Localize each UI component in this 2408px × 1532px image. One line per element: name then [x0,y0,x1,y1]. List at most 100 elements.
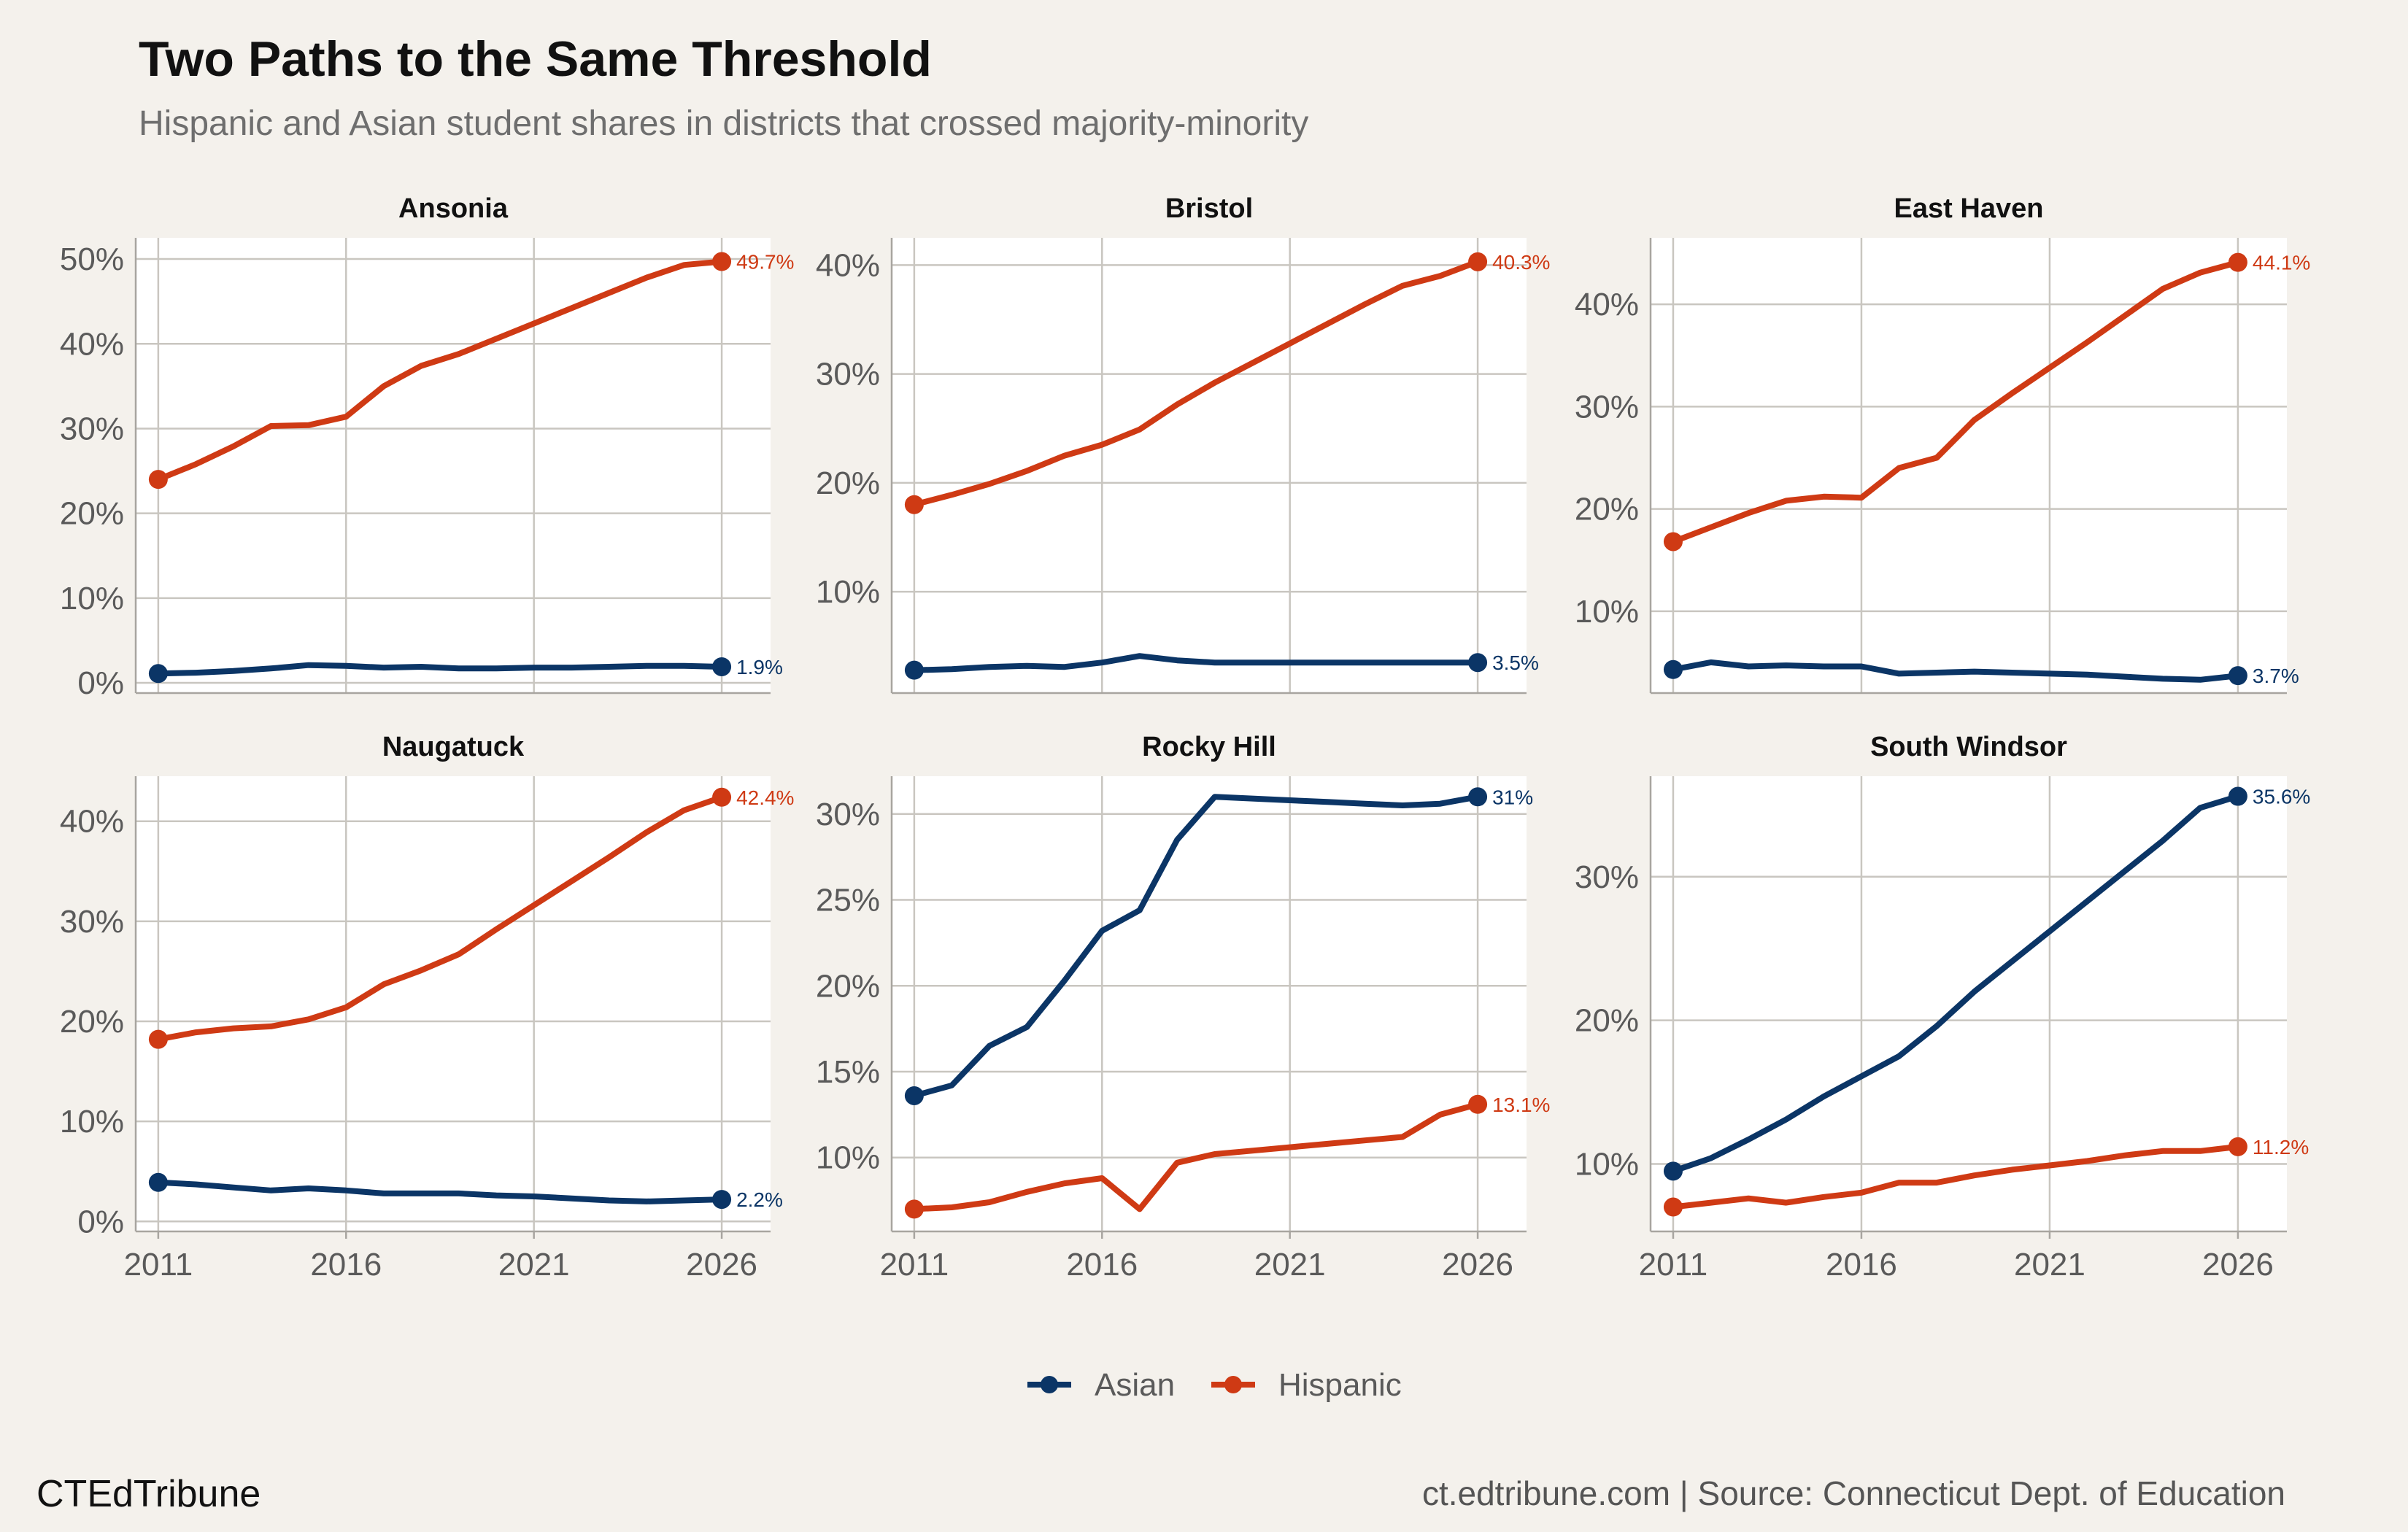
y-tick-label: 50% [60,241,124,277]
series-line-hispanic [911,1101,1481,1212]
y-tick-label: 25% [816,883,880,918]
panel-rocky-hill: 10% 15% 20% 25% 30% 2011 2016 2021 2026 Rocky Hil… [816,732,1551,1283]
y-tick-label: 40% [60,804,124,840]
end-value-label: 40.3% [1492,251,1550,274]
panel-title: Ansonia [398,193,509,224]
panel-bristol: 10% 20% 30% 40% Bristol 40.3% 3.5% [816,193,1550,695]
x-tick-label: 2026 [2202,1247,2274,1283]
panel-south-windsor: 10% 20% 30% 2011 2016 2021 2026 South Windsor 35… [1575,732,2310,1283]
end-value-label: 31% [1492,786,1533,808]
panel-background [1651,238,2287,693]
series-line-asian [911,653,1481,673]
end-point-hispanic [2228,1137,2247,1156]
y-tick-label: 20% [1575,492,1639,527]
start-point-asian [904,660,924,680]
end-point-hispanic [2228,252,2247,272]
end-value-label: 44.1% [2253,252,2310,274]
y-tick-label: 30% [816,357,880,392]
end-value-label: 2.2% [736,1188,783,1211]
start-point-asian [1663,659,1683,679]
y-tick-label: 20% [60,1004,124,1040]
y-tick-label: 20% [816,968,880,1004]
start-point-hispanic [148,470,168,490]
x-tick-label: 2026 [686,1247,757,1283]
y-tick-label: 10% [816,574,880,610]
panel-ansonia: 0% 10% 20% 30% 40% 50% Ansonia 49.7% 1.9% [60,193,795,701]
end-value-label: 1.9% [736,656,783,678]
end-point-asian [1468,653,1488,673]
panel-east-haven: 10% 20% 30% 40% East Haven 44.1% 3.7% [1575,193,2310,695]
y-tick-label: 10% [60,1104,124,1140]
series-line-asian [155,1179,725,1204]
legend-label-hispanic: Hispanic [1278,1367,1402,1403]
y-tick-label: 30% [816,797,880,832]
brand-logo-text: CTEdTribune [36,1473,261,1515]
end-value-label: 42.4% [736,786,794,809]
end-value-label: 11.2% [2253,1136,2309,1158]
end-point-hispanic [1468,1094,1488,1114]
end-point-hispanic [1468,252,1488,271]
end-point-asian [712,1190,732,1210]
y-tick-label: 20% [816,465,880,501]
x-tick-label: 2016 [310,1247,382,1283]
y-tick-label: 10% [1575,594,1639,630]
series-line-hispanic [1670,259,2241,545]
start-point-asian [904,1086,924,1105]
panel-title: East Haven [1894,193,2044,224]
y-tick-label: 30% [1575,859,1639,895]
end-point-hispanic [712,787,732,807]
y-tick-label: 30% [60,411,124,446]
end-value-label: 35.6% [2253,786,2310,808]
y-tick-label: 40% [60,326,124,362]
start-point-asian [148,1172,168,1192]
panel-title: South Windsor [1870,732,2067,762]
legend-label-asian: Asian [1095,1367,1175,1403]
panel-background [892,776,1527,1231]
y-tick-label: 0% [77,665,124,701]
x-tick-label: 2021 [2014,1247,2085,1283]
x-tick-label: 2011 [880,1247,949,1283]
y-tick-label: 15% [816,1054,880,1090]
x-tick-label: 2021 [1254,1247,1326,1283]
y-tick-label: 30% [1575,389,1639,425]
series-line-asian [911,794,1481,1099]
end-point-asian [1468,787,1488,807]
panel-title: Bristol [1165,193,1253,224]
panel-background [1651,776,2287,1231]
series-line-hispanic [911,258,1481,508]
panel-background [136,238,771,693]
end-point-asian [2228,666,2247,686]
y-tick-label: 30% [60,904,124,940]
x-tick-label: 2016 [1826,1247,1897,1283]
start-point-hispanic [1663,1197,1683,1217]
panel-naugatuck: 0% 10% 20% 30% 40% 2011 2016 2021 2026 Naugatuck 4… [60,732,795,1283]
x-tick-label: 2016 [1066,1247,1138,1283]
chart-subtitle: Hispanic and Asian student shares in dis… [139,104,1309,143]
start-point-hispanic [904,495,924,514]
y-tick-label: 40% [816,247,880,283]
x-tick-label: 2011 [124,1247,193,1283]
series-line-asian [1670,793,2241,1175]
chart-title: Two Paths to the Same Threshold [139,31,932,87]
series-line-hispanic [1670,1143,2241,1210]
legend-key-point [1224,1376,1242,1393]
end-value-label: 3.5% [1492,651,1539,674]
panel-background [136,776,771,1231]
start-point-hispanic [904,1199,924,1219]
y-tick-label: 20% [1575,1003,1639,1039]
start-point-asian [1663,1161,1683,1181]
start-point-asian [148,664,168,684]
series-line-asian [155,662,725,677]
y-tick-label: 10% [60,581,124,616]
y-tick-label: 0% [77,1204,124,1239]
y-tick-label: 10% [1575,1146,1639,1182]
end-value-label: 3.7% [2253,665,2299,687]
panel-title: Naugatuck [382,732,525,762]
legend: Asian Hispanic [1027,1367,1402,1403]
start-point-hispanic [148,1029,168,1049]
y-tick-label: 20% [60,496,124,532]
x-tick-label: 2026 [1442,1247,1513,1283]
end-point-hispanic [712,252,732,271]
x-tick-label: 2011 [1639,1247,1708,1283]
